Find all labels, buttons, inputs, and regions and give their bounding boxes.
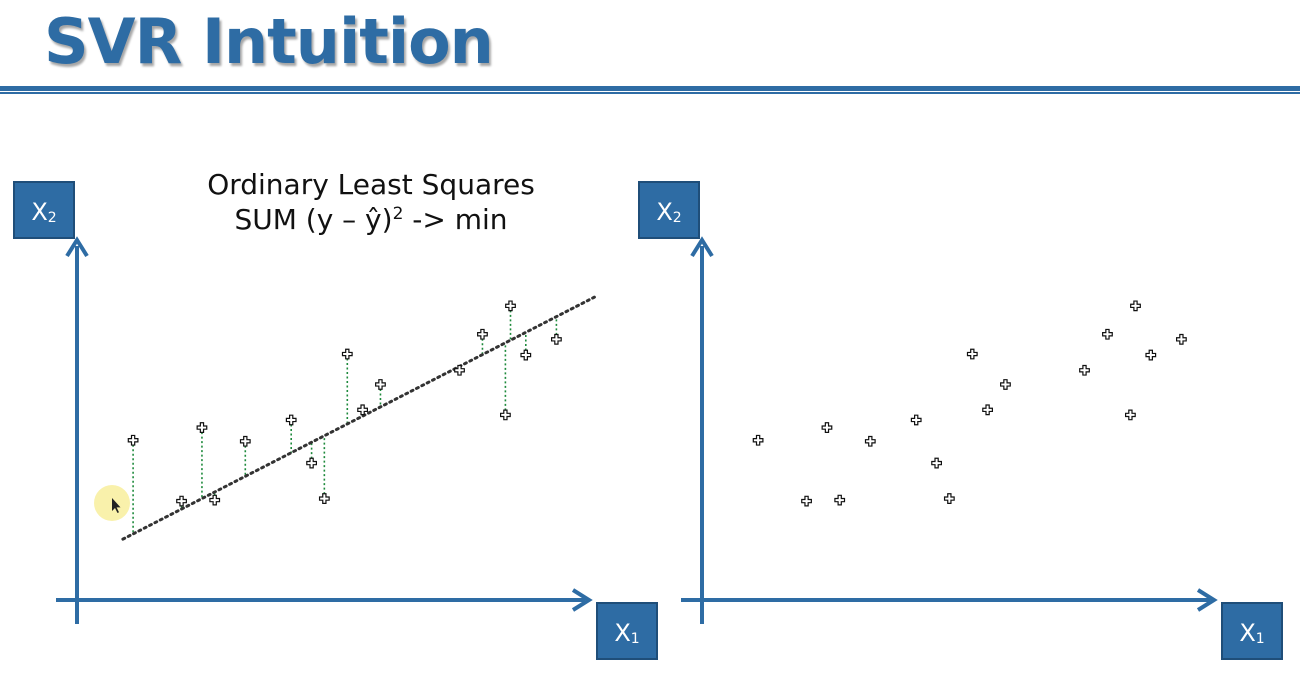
ols-data-points xyxy=(127,300,562,507)
data-point xyxy=(1130,300,1141,312)
x-axis-arrowhead xyxy=(1196,588,1218,612)
data-point xyxy=(821,422,833,433)
ols-chart: Ordinary Least Squares SUM (y – ŷ)2 -> m… xyxy=(13,168,658,660)
data-point xyxy=(551,333,562,345)
y-axis-arrowhead xyxy=(65,236,89,258)
data-point xyxy=(127,434,139,446)
data-point xyxy=(966,348,978,360)
data-point xyxy=(500,409,511,421)
regression-line xyxy=(121,294,599,541)
x-axis-arrowhead xyxy=(571,588,593,612)
data-point xyxy=(176,495,187,507)
data-point xyxy=(982,404,993,416)
data-point xyxy=(505,300,516,312)
data-point xyxy=(209,494,221,506)
data-point xyxy=(454,364,465,376)
data-point xyxy=(801,495,812,507)
data-point xyxy=(1102,328,1113,340)
data-point xyxy=(318,493,330,504)
data-point xyxy=(306,457,317,469)
title-rule-thin xyxy=(0,92,1300,94)
data-point xyxy=(834,494,846,506)
data-point xyxy=(752,434,764,446)
data-point xyxy=(285,414,297,426)
data-point xyxy=(1145,349,1157,361)
mouse-pointer-icon xyxy=(112,498,121,513)
data-point xyxy=(196,422,208,433)
y-axis-label-box xyxy=(13,181,75,239)
data-point xyxy=(375,379,386,390)
residual-lines xyxy=(132,305,558,534)
data-point xyxy=(239,435,251,447)
x-axis-label-box xyxy=(1221,602,1283,660)
title-rule xyxy=(0,86,1300,91)
data-point xyxy=(943,493,955,504)
data-point xyxy=(1000,379,1011,390)
x-axis-label: X1 xyxy=(1239,619,1264,647)
ols-chart-formula: SUM (y – ŷ)2 -> min xyxy=(234,203,507,236)
data-point xyxy=(931,457,942,469)
ols-chart-title: Ordinary Least Squares xyxy=(207,168,535,201)
y-axis-label: X2 xyxy=(656,198,681,226)
data-point xyxy=(520,349,532,361)
data-point xyxy=(910,414,922,426)
data-point xyxy=(1125,409,1136,421)
data-point xyxy=(341,348,353,360)
y-axis-arrowhead xyxy=(690,236,714,258)
x-axis-label-box xyxy=(596,602,658,660)
slide-title: SVR Intuition xyxy=(44,5,494,78)
formula-exponent: 2 xyxy=(393,204,404,224)
formula-prefix: SUM (y – ŷ) xyxy=(234,203,392,236)
y-axis-label-box xyxy=(638,181,700,239)
data-point xyxy=(1079,364,1090,376)
data-point xyxy=(1176,333,1187,345)
formula-suffix: -> min xyxy=(403,203,507,236)
svr-chart: X2 X1 xyxy=(638,181,1283,660)
data-point xyxy=(477,328,488,340)
data-point xyxy=(357,404,368,416)
data-point xyxy=(864,435,876,447)
svr-data-points xyxy=(752,300,1187,507)
y-axis-label: X2 xyxy=(31,198,56,226)
x-axis-label: X1 xyxy=(614,619,639,647)
